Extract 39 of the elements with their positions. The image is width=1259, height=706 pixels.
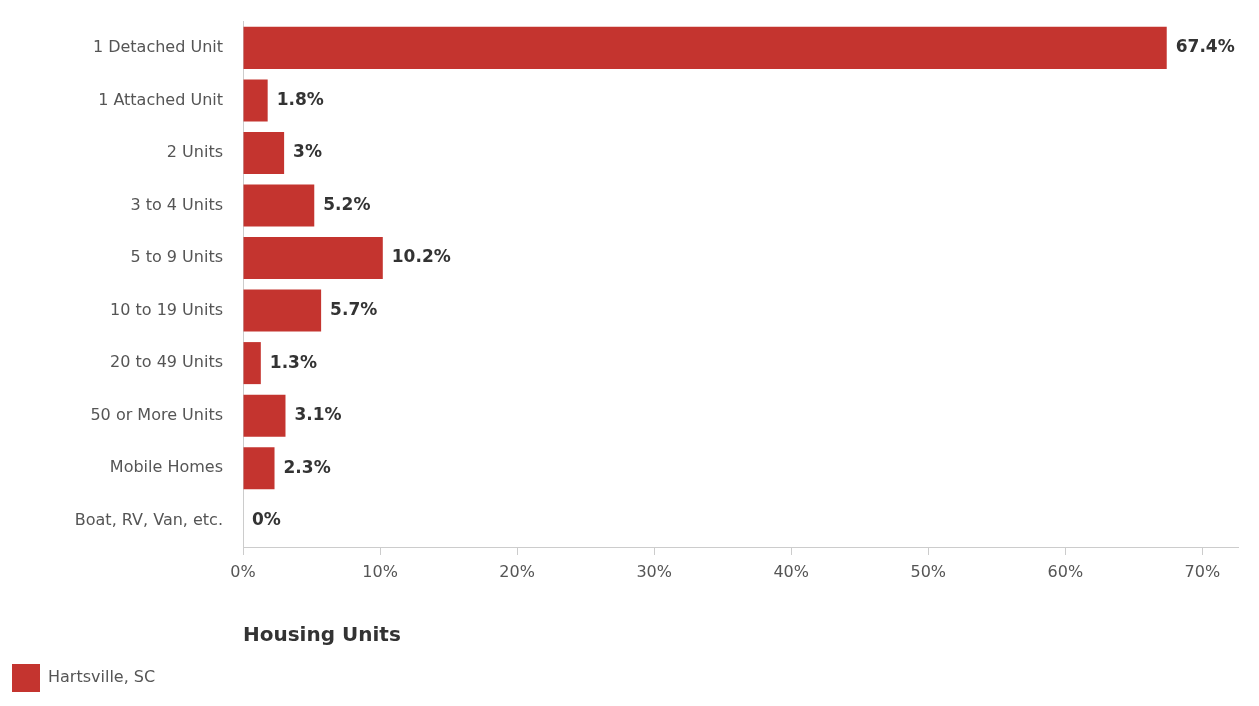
y-tick-label: 20 to 49 Units <box>110 352 223 372</box>
bar <box>243 237 383 280</box>
x-tick-label: 70% <box>1184 561 1221 581</box>
data-label: 1.8% <box>276 88 324 109</box>
legend-label: Hartsville, SC <box>48 667 156 687</box>
data-label: 3% <box>293 141 322 162</box>
data-label: 67.4% <box>1175 36 1235 57</box>
y-tick-label: 5 to 9 Units <box>130 247 223 267</box>
bar <box>243 184 315 227</box>
y-tick-label: 2 Units <box>166 142 223 162</box>
data-label: 1.3% <box>269 351 317 372</box>
data-label: 2.3% <box>283 456 331 477</box>
bar <box>243 342 261 385</box>
y-tick-label: Mobile Homes <box>109 457 223 477</box>
data-label: 10.2% <box>391 246 451 267</box>
data-label: 3.1% <box>294 404 342 425</box>
y-tick-label: 3 to 4 Units <box>130 194 223 214</box>
data-label: 0% <box>252 509 281 530</box>
bar <box>243 79 268 122</box>
x-tick-label: 10% <box>362 561 398 581</box>
x-tick-label: 0% <box>230 561 256 581</box>
x-tick-label: 60% <box>1047 561 1084 581</box>
y-tick-label: Boat, RV, Van, etc. <box>74 509 223 529</box>
x-tick-label: 20% <box>499 561 535 581</box>
bar <box>243 131 285 174</box>
bar <box>243 289 322 332</box>
x-tick-label: 50% <box>910 561 947 581</box>
x-tick-label: 30% <box>636 561 672 581</box>
bar <box>243 394 286 437</box>
data-label: 5.2% <box>323 193 371 214</box>
y-tick-label: 1 Detached Unit <box>92 37 223 57</box>
y-tick-label: 10 to 19 Units <box>110 299 223 319</box>
y-tick-label: 50 or More Units <box>90 404 223 424</box>
bar <box>243 26 1167 69</box>
x-tick-label: 40% <box>773 561 809 581</box>
x-axis-title: Housing Units <box>243 622 401 647</box>
y-tick-label: 1 Attached Unit <box>98 89 223 109</box>
bar <box>243 447 275 490</box>
data-label: 5.7% <box>330 298 378 319</box>
